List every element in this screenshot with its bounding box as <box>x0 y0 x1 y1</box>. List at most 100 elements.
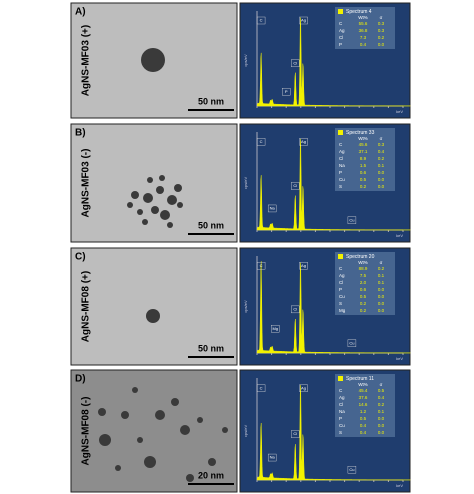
wt-percent: 37.1 <box>359 149 368 154</box>
particle <box>144 456 156 468</box>
element: Ag <box>339 149 345 154</box>
particle <box>186 474 194 482</box>
sigma: 0.2 <box>378 266 385 271</box>
wt-percent: 0.2 <box>360 184 367 189</box>
spectrum-name: Spectrum 11 <box>346 376 374 382</box>
peak-label: Cu <box>349 467 354 472</box>
sample-label: AgNS-MF03 (-) <box>81 149 92 218</box>
wt-percent: 55.6 <box>359 21 368 26</box>
element: Na <box>339 409 345 414</box>
wt-percent: 36.8 <box>359 28 368 33</box>
particle <box>142 219 148 225</box>
table-box <box>335 374 395 437</box>
peak-box <box>256 138 266 146</box>
peak-box <box>347 216 357 224</box>
x-axis-label: keV <box>396 356 403 361</box>
wt-percent: 8.9 <box>360 156 367 161</box>
sigma: 0.0 <box>378 294 385 299</box>
peak-label: Cl <box>293 306 297 311</box>
particle <box>127 202 133 208</box>
peak-label: Ag <box>301 139 306 144</box>
spectrum-name: Spectrum 4 <box>346 9 372 15</box>
peak-label: Cl <box>293 431 297 436</box>
sigma: 0.0 <box>378 177 385 182</box>
scale-label: 20 nm <box>198 470 224 480</box>
particle <box>180 425 190 435</box>
panel-letter: C) <box>75 252 86 263</box>
element: P <box>339 416 342 421</box>
sample-label: AgNS-MF03 (+) <box>81 25 92 96</box>
peak-box <box>291 305 300 314</box>
wt-percent: 0.6 <box>360 287 367 292</box>
peak-label: Mg <box>272 326 278 331</box>
y-axis-label: cps/eV <box>243 54 248 67</box>
particle <box>147 177 153 183</box>
peak-label: Cu <box>349 217 354 222</box>
particle <box>155 410 165 420</box>
element: Cl <box>339 280 343 285</box>
sigma: 0.1 <box>378 163 385 168</box>
legend-swatch <box>338 130 343 135</box>
particle <box>137 209 143 215</box>
tem-image <box>70 369 238 493</box>
particle <box>151 206 159 214</box>
wt-percent: 88.9 <box>359 266 368 271</box>
element: Ag <box>339 273 345 278</box>
wt-percent: 0.5 <box>360 294 367 299</box>
spectrum-name: Spectrum 20 <box>346 254 375 260</box>
sigma: 0.0 <box>378 308 385 313</box>
wt-percent: 0.4 <box>360 42 367 47</box>
element: Cu <box>339 294 345 299</box>
tem-image <box>70 247 238 366</box>
x-axis-label: keV <box>396 233 403 238</box>
peak-box <box>291 182 300 190</box>
peak-box <box>347 466 357 474</box>
sigma: 0.4 <box>378 149 385 154</box>
wt-percent: 7.5 <box>360 273 367 278</box>
peak-box <box>256 262 266 270</box>
sigma: 0.2 <box>378 35 385 40</box>
wt-percent: 0.4 <box>360 430 367 435</box>
sigma: 0.0 <box>378 184 385 189</box>
element: C <box>339 388 343 393</box>
spectrum-trace <box>256 385 411 481</box>
element: C <box>339 142 343 147</box>
table-header: σ <box>380 260 383 265</box>
spectrum-trace <box>256 138 411 231</box>
spectrum-trace <box>256 261 411 354</box>
element: S <box>339 301 342 306</box>
particle <box>121 411 129 419</box>
particle <box>222 427 228 433</box>
wt-percent: 14.6 <box>359 402 368 407</box>
peak-box <box>347 339 357 347</box>
element: Cl <box>339 35 343 40</box>
particle <box>131 191 139 199</box>
sigma: 0.1 <box>378 409 385 414</box>
element: Ag <box>339 395 345 400</box>
sigma: 0.5 <box>378 388 385 393</box>
table-header: σ <box>380 15 383 20</box>
table-header: Wt% <box>358 136 368 141</box>
sigma: 0.1 <box>378 273 385 278</box>
legend-swatch <box>338 376 343 381</box>
panel-letter: D) <box>75 374 86 385</box>
peak-label: C <box>260 18 263 23</box>
particle <box>159 175 165 181</box>
particle <box>146 309 160 323</box>
peak-label: P <box>285 89 288 94</box>
legend-swatch <box>338 9 343 14</box>
wt-percent: 7.3 <box>360 35 367 40</box>
peak-label: Na <box>270 455 276 460</box>
particle <box>160 210 170 220</box>
element: S <box>339 184 342 189</box>
particle <box>132 387 138 393</box>
table-header: Wt% <box>358 382 368 387</box>
peak-box <box>256 16 266 25</box>
peak-label: Cl <box>293 60 297 65</box>
wt-percent: 2.0 <box>360 280 367 285</box>
scale-label: 50 nm <box>198 343 224 353</box>
peak-label: C <box>260 139 263 144</box>
sigma: 0.4 <box>378 395 385 400</box>
table-header: σ <box>380 382 383 387</box>
